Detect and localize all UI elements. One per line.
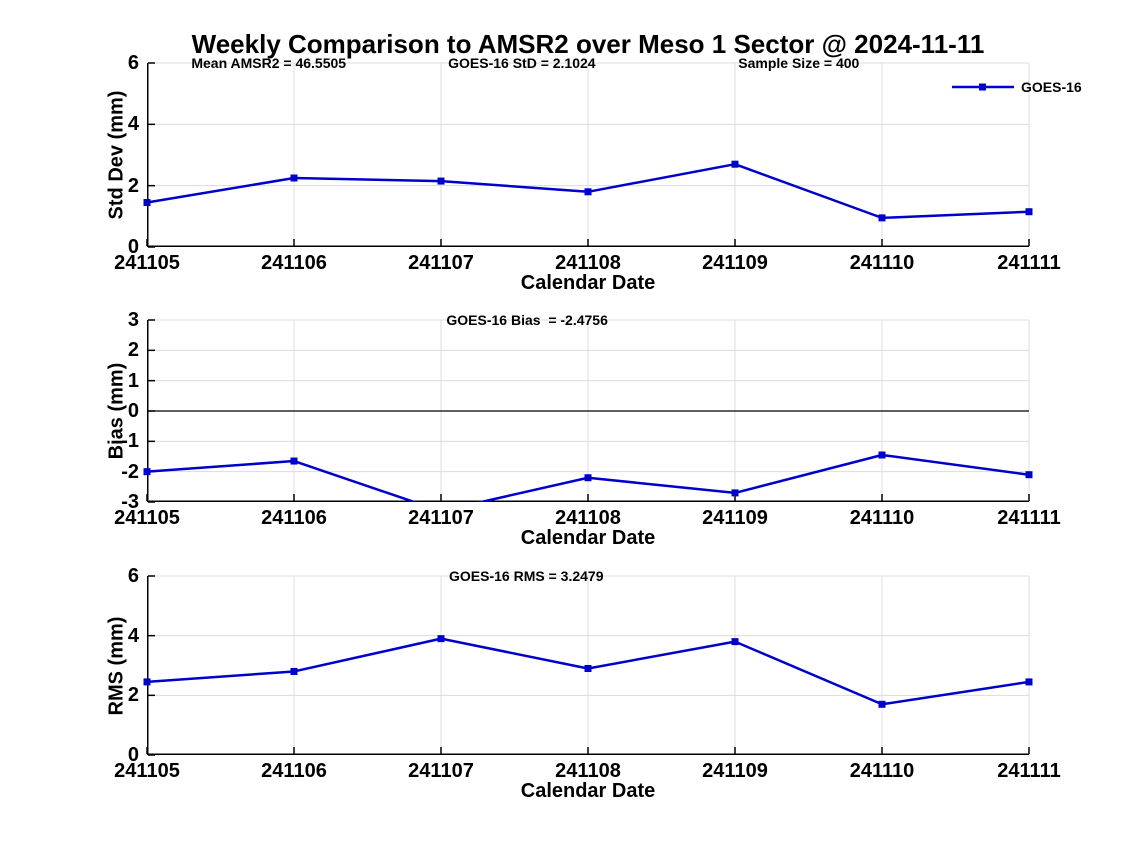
legend-marker (979, 83, 986, 91)
legend-line-sample (952, 83, 1014, 91)
legend: GOES-16 (952, 79, 1082, 95)
stddev-y-axis-label: Std Dev (mm) (105, 90, 128, 220)
data-point-marker (290, 457, 298, 465)
y-tick-label: -2 (121, 460, 139, 483)
data-point-marker (584, 188, 592, 196)
annotation-sample-size: Sample Size = 400 (738, 55, 860, 71)
y-tick-label: -1 (121, 430, 139, 453)
y-tick-label: 2 (127, 684, 139, 707)
x-tick-label: 241110 (849, 760, 915, 782)
x-tick-label: 241108 (555, 252, 621, 274)
legend-label: GOES-16 (1021, 79, 1082, 95)
x-tick-label: 241109 (702, 252, 768, 274)
x-tick-label: 241107 (408, 252, 474, 274)
x-tick-label: 241108 (555, 760, 621, 782)
chart-area (143, 319, 1033, 503)
data-point-marker (1025, 678, 1033, 686)
data-point-marker (878, 451, 886, 459)
data-point-marker (878, 214, 886, 222)
x-tick-label: 241107 (408, 507, 474, 529)
x-tick-label: 241109 (702, 507, 768, 529)
data-point-marker (731, 160, 739, 168)
y-tick-label: 6 (127, 565, 139, 587)
y-tick-label: -3 (121, 491, 139, 513)
data-point-marker (437, 177, 445, 185)
x-tick-label: 241111 (997, 507, 1061, 529)
data-point-marker (143, 468, 151, 476)
bias-x-axis-label: Calendar Date (520, 527, 656, 549)
y-tick-label: 3 (127, 309, 139, 331)
y-tick-label: 0 (127, 236, 139, 258)
data-point-marker (290, 174, 298, 182)
x-tick-label: 241105 (114, 252, 180, 274)
x-tick-label: 241105 (114, 760, 180, 782)
x-tick-label: 241107 (408, 760, 474, 782)
data-point-marker (1025, 471, 1033, 479)
annotation-goes16-bias: GOES-16 Bias = -2.4756 (446, 312, 608, 328)
stddev-subplot: Std Dev (mm) Mean AMSR2 = 46.5505 GOES-1… (106, 52, 1082, 294)
y-tick-label: 4 (127, 113, 139, 136)
y-tick-label: 6 (127, 52, 139, 74)
annotation-goes16-std: GOES-16 StD = 2.1024 (448, 55, 596, 71)
data-point-marker (437, 635, 445, 643)
x-tick-label: 241110 (849, 252, 915, 274)
data-point-marker (731, 489, 739, 497)
data-point-marker (878, 700, 886, 708)
x-tick-label: 241109 (702, 760, 768, 782)
data-point-marker (584, 474, 592, 482)
data-point-marker (731, 638, 739, 646)
y-tick-label: 2 (127, 339, 139, 362)
y-tick-label: 1 (127, 369, 139, 392)
data-point-marker (143, 199, 151, 207)
chart-area (143, 575, 1033, 756)
data-point-marker (584, 664, 592, 672)
figure-title: Weekly Comparison to AMSR2 over Meso 1 S… (191, 29, 985, 59)
rms-subplot: RMS (mm) GOES-16 RMS = 3.2479 Calendar D… (106, 565, 1061, 802)
y-tick-label: 0 (127, 744, 139, 766)
y-tick-label: 4 (127, 624, 139, 647)
x-tick-label: 241108 (555, 507, 621, 529)
data-point-marker (1025, 208, 1033, 216)
x-tick-label: 241106 (261, 507, 327, 529)
rms-x-axis-label: Calendar Date (520, 780, 656, 802)
data-point-marker (290, 667, 298, 675)
x-tick-label: 241106 (261, 760, 327, 782)
x-tick-label: 241110 (849, 507, 915, 529)
data-point-marker (143, 678, 151, 686)
x-tick-label: 241111 (997, 760, 1061, 782)
stddev-x-axis-label: Calendar Date (520, 272, 656, 294)
bias-subplot: Bias (mm) GOES-16 Bias = -2.4756 Calenda… (106, 309, 1061, 549)
x-tick-label: 241111 (997, 252, 1061, 274)
x-tick-label: 241106 (261, 252, 327, 274)
annotation-goes16-rms: GOES-16 RMS = 3.2479 (449, 568, 604, 584)
y-tick-label: 2 (127, 174, 139, 197)
x-tick-label: 241105 (114, 507, 180, 529)
chart-area (143, 62, 1033, 248)
annotation-mean-amsr2: Mean AMSR2 = 46.5505 (191, 55, 347, 71)
y-tick-label: 0 (127, 400, 139, 422)
